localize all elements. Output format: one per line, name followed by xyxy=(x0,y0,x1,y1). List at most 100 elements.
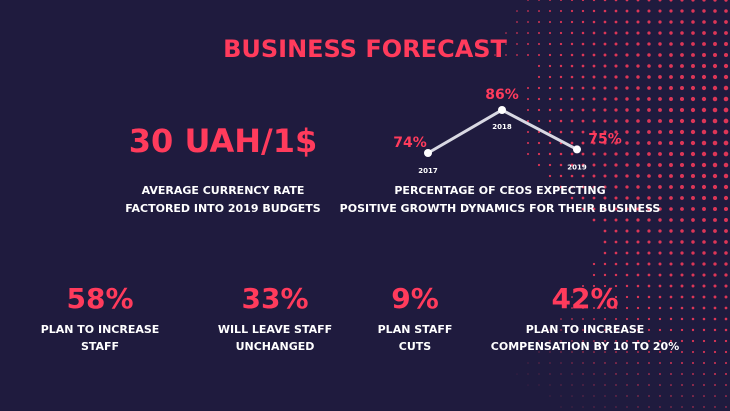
dot xyxy=(724,42,728,46)
dot xyxy=(680,75,684,79)
dot xyxy=(559,108,563,112)
dot xyxy=(679,151,685,157)
dot xyxy=(647,284,651,288)
dot xyxy=(713,240,717,244)
dot xyxy=(615,340,617,342)
dot xyxy=(714,406,716,408)
dot xyxy=(625,218,629,222)
dot xyxy=(593,395,595,397)
dot xyxy=(625,284,629,288)
dot xyxy=(603,306,607,310)
dot xyxy=(625,196,629,200)
dot xyxy=(626,373,628,375)
dot xyxy=(603,86,607,90)
dot xyxy=(680,339,684,343)
dot xyxy=(626,395,628,397)
dot xyxy=(526,97,530,101)
currency-caption: FACTORED INTO 2019 BUDGETS xyxy=(125,202,321,215)
dot xyxy=(549,351,551,353)
dot xyxy=(603,97,607,101)
dot xyxy=(537,97,541,101)
stat-value: 9% xyxy=(391,282,439,315)
dot xyxy=(516,21,518,23)
dot xyxy=(614,20,618,24)
dot xyxy=(680,328,684,332)
dot xyxy=(669,31,673,35)
dot xyxy=(559,163,563,167)
dot xyxy=(658,141,662,145)
dot xyxy=(713,295,717,299)
dot xyxy=(658,152,662,156)
dot xyxy=(603,108,607,112)
stat-caption: PLAN STAFF xyxy=(378,323,453,336)
dot xyxy=(560,406,562,408)
dot xyxy=(724,9,728,13)
dot xyxy=(593,362,595,364)
dot xyxy=(713,218,717,222)
dot xyxy=(582,329,584,331)
dot xyxy=(560,318,562,320)
dot xyxy=(647,31,651,35)
dot xyxy=(658,130,662,134)
dot xyxy=(592,218,596,222)
dot xyxy=(724,229,728,233)
dot xyxy=(658,20,662,24)
dot xyxy=(636,152,640,156)
dot xyxy=(680,273,684,277)
dot xyxy=(658,163,662,167)
dot xyxy=(680,20,684,24)
dot xyxy=(713,262,717,266)
value-label: 75% xyxy=(588,131,622,147)
dot xyxy=(680,185,684,189)
dot xyxy=(636,119,640,123)
dot xyxy=(592,64,596,68)
dot xyxy=(679,85,685,91)
dot xyxy=(570,119,574,123)
dot xyxy=(538,362,540,364)
dot xyxy=(669,9,673,13)
dot xyxy=(680,31,684,35)
dot xyxy=(690,140,696,146)
dot xyxy=(724,317,728,321)
dot xyxy=(658,262,662,266)
dot xyxy=(681,395,683,397)
dot xyxy=(527,32,529,34)
dot xyxy=(559,152,563,156)
dot xyxy=(659,351,661,353)
dot xyxy=(570,64,574,68)
dot xyxy=(592,141,596,145)
dot xyxy=(690,129,696,135)
dot xyxy=(680,64,684,68)
dot xyxy=(647,196,651,200)
dot xyxy=(615,329,617,331)
dot xyxy=(614,108,618,112)
dot xyxy=(603,163,607,167)
dot xyxy=(691,306,695,310)
dot xyxy=(658,328,662,332)
value-label: 74% xyxy=(393,135,427,151)
dot xyxy=(614,229,618,233)
dot xyxy=(636,306,640,310)
dot xyxy=(723,74,729,80)
dot xyxy=(537,42,541,46)
dot xyxy=(581,53,585,57)
dot xyxy=(712,118,718,124)
dot xyxy=(713,361,717,365)
dot xyxy=(559,185,563,189)
dot xyxy=(723,151,729,157)
dot xyxy=(571,307,573,309)
dot xyxy=(549,0,551,1)
dot xyxy=(625,75,629,79)
dot xyxy=(636,262,640,266)
dot xyxy=(658,108,662,112)
dot xyxy=(701,184,707,190)
dot xyxy=(691,218,695,222)
dot xyxy=(537,163,541,167)
dot xyxy=(526,108,530,112)
dot xyxy=(603,196,607,200)
dot xyxy=(505,43,507,45)
dot xyxy=(658,119,662,123)
dot xyxy=(570,75,574,79)
dot xyxy=(648,406,650,408)
